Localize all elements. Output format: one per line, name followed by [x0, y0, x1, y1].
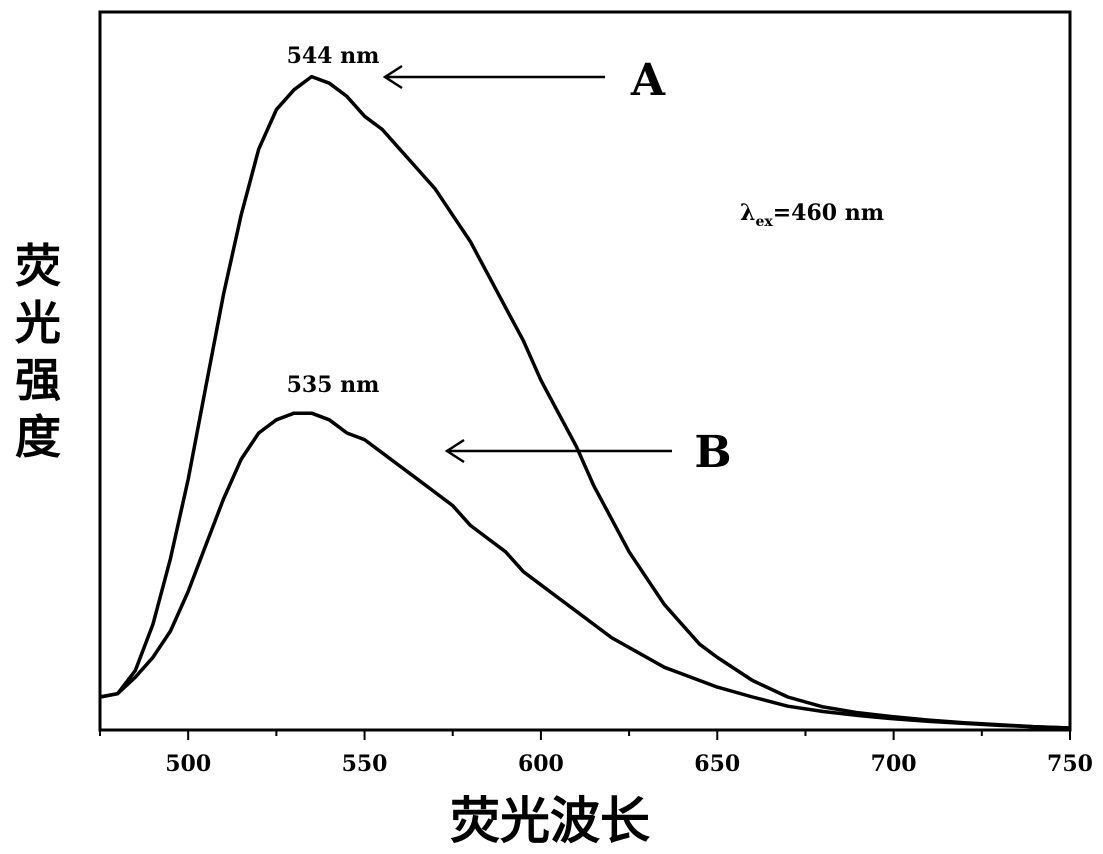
x-tick-label: 700: [871, 751, 917, 777]
x-tick-label: 650: [694, 751, 740, 777]
lambda-symbol: λ: [740, 200, 755, 226]
x-tick-labels: 500 550 600 650 700 750: [165, 751, 1093, 777]
x-tick-label: 500: [165, 751, 211, 777]
arrow-b: [444, 438, 672, 464]
x-tick-label: 750: [1047, 751, 1093, 777]
curve-label-b: B: [694, 427, 731, 478]
peak-label-a: 544 nm: [287, 43, 380, 69]
plot-frame: [98, 10, 1072, 732]
series-line-a: [99, 74, 1071, 730]
lambda-value: =460 nm: [773, 200, 884, 226]
lambda-subscript: ex: [755, 214, 773, 230]
x-axis-title: 荧光波长: [450, 792, 650, 850]
peak-label-b: 535 nm: [287, 372, 380, 398]
series-line-b: [99, 411, 1071, 730]
x-tick-label: 600: [518, 751, 564, 777]
series-layer: [99, 74, 1071, 730]
x-ticks: [99, 730, 1071, 740]
x-tick-label: 550: [342, 751, 388, 777]
excitation-annotation: λex=460 nm: [740, 200, 884, 230]
y-axis-title: 荧光强度: [15, 239, 61, 464]
arrow-a: [382, 64, 605, 90]
curve-label-a: A: [630, 55, 666, 106]
